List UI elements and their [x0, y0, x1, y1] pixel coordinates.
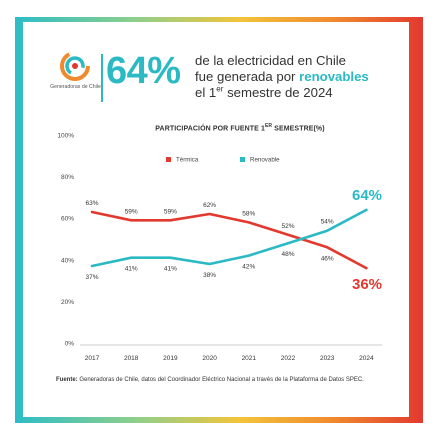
data-label: 59%: [125, 208, 138, 215]
data-label: 42%: [242, 264, 255, 271]
source-label: Fuente:: [56, 377, 78, 383]
logo-text: Generadoras de Chile: [50, 84, 101, 90]
data-label: 48%: [281, 251, 294, 258]
x-tick-label: 2021: [242, 355, 257, 362]
chart-title-sup: ER: [264, 123, 273, 129]
y-tick-label: 60%: [61, 216, 74, 223]
x-tick-label: 2018: [124, 355, 139, 362]
header-divider: [101, 54, 103, 102]
y-tick-label: 100%: [57, 133, 74, 140]
x-tick-label: 2024: [359, 355, 374, 362]
data-label: 38%: [203, 272, 216, 279]
y-tick-label: 0%: [65, 341, 75, 348]
headline-percentage: 64%: [106, 50, 181, 92]
x-tick-label: 2020: [202, 355, 217, 362]
x-tick-label: 2017: [85, 355, 100, 362]
x-tick-label: 2023: [320, 355, 335, 362]
headline-highlight: renovables: [299, 69, 369, 84]
data-label: 46%: [321, 255, 334, 262]
x-tick-label: 2019: [163, 355, 178, 362]
headline-line-3-sup: er: [216, 84, 224, 94]
data-label: 37%: [85, 274, 98, 281]
data-label: 62%: [203, 202, 216, 209]
chart-title-main: PARTICIPACIÓN POR FUENTE 1: [155, 125, 265, 133]
headline-line-2: fue generada por renovables: [195, 69, 369, 85]
data-label-final: 64%: [352, 187, 382, 204]
series-line: [90, 208, 368, 268]
data-label-final: 36%: [352, 276, 382, 293]
data-label: 54%: [321, 219, 334, 226]
y-tick-label: 40%: [61, 257, 74, 264]
headline-line-3-suffix: semestre de 2024: [227, 85, 333, 100]
headline-line-3: el 1er semestre de 2024: [195, 85, 369, 101]
data-label: 41%: [125, 266, 138, 273]
headline-text: de la electricidad en Chile fue generada…: [195, 53, 369, 101]
y-tick-label: 80%: [61, 174, 74, 181]
y-tick-label: 20%: [61, 299, 74, 306]
data-label: 52%: [281, 223, 294, 230]
legend-label: Térmica: [176, 157, 199, 164]
data-label: 58%: [242, 210, 255, 217]
headline-line-1: de la electricidad en Chile: [195, 53, 347, 68]
source-text: Generadoras de Chile, datos del Coordina…: [77, 377, 364, 383]
legend-swatch: [240, 157, 245, 162]
data-label: 41%: [164, 266, 177, 273]
headline-line-2-prefix: fue generada por: [195, 69, 296, 84]
legend-label: Renovable: [250, 157, 280, 164]
chart-title-tail: SEMESTRE(%): [272, 125, 325, 133]
legend-swatch: [166, 157, 171, 162]
series-line: [90, 210, 368, 270]
headline-line-3-prefix: el 1: [195, 85, 217, 100]
chart-title: PARTICIPACIÓN POR FUENTE 1ER SEMESTRE(%): [70, 123, 410, 132]
data-label: 59%: [164, 208, 177, 215]
x-tick-label: 2022: [281, 355, 296, 362]
generadoras-logo-icon: [60, 51, 90, 81]
infographic-card: [23, 22, 409, 417]
data-label: 63%: [85, 200, 98, 207]
source-note: Fuente: Generadoras de Chile, datos del …: [56, 376, 381, 384]
